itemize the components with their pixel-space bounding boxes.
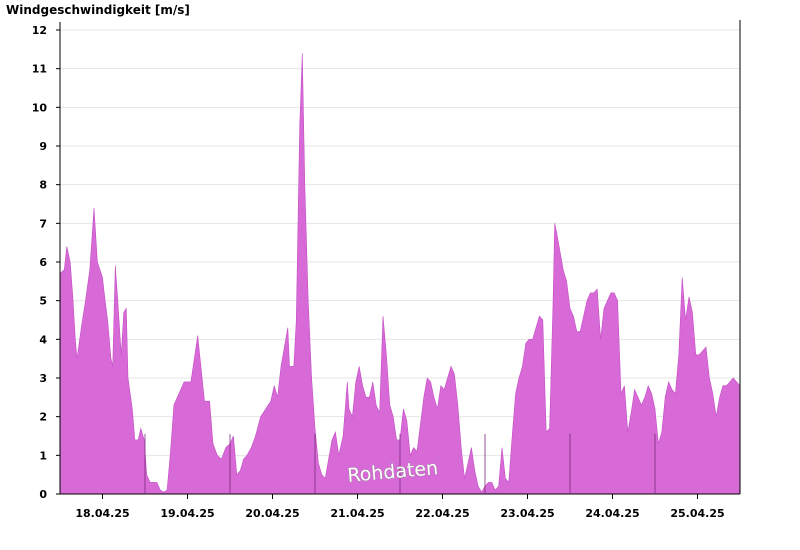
x-tick-label: 21.04.25 [330, 507, 384, 520]
x-tick-label: 20.04.25 [245, 507, 299, 520]
y-tick-label: 3 [39, 372, 47, 385]
y-tick-label: 9 [39, 140, 47, 153]
grid-lines [60, 29, 740, 456]
y-tick-label: 4 [39, 333, 47, 346]
x-tick-label: 22.04.25 [415, 507, 469, 520]
y-tick-label: 7 [39, 217, 47, 230]
x-tick-label: 25.04.25 [670, 507, 724, 520]
y-tick-label: 1 [39, 449, 47, 462]
y-tick-label: 8 [39, 179, 47, 192]
x-tick-label: 24.04.25 [585, 507, 639, 520]
x-tick-label: 23.04.25 [500, 507, 554, 520]
y-tick-label: 0 [39, 488, 47, 501]
y-tick-label: 5 [39, 295, 47, 308]
x-tick-label: 18.04.25 [75, 507, 129, 520]
x-tick-label: 19.04.25 [160, 507, 214, 520]
y-tick-label: 6 [39, 256, 47, 269]
y-tick-label: 11 [32, 63, 47, 76]
series-area [59, 53, 741, 495]
y-axis-title: Windgeschwindigkeit [m/s] [6, 3, 190, 17]
y-tick-label: 10 [32, 101, 48, 114]
y-tick-label: 2 [39, 411, 47, 424]
y-tick-label: 12 [32, 24, 47, 37]
data-area [59, 53, 741, 495]
x-ticks: 18.04.25 19.04.25 20.04.25 21.04.25 22.04.25… [75, 434, 725, 520]
